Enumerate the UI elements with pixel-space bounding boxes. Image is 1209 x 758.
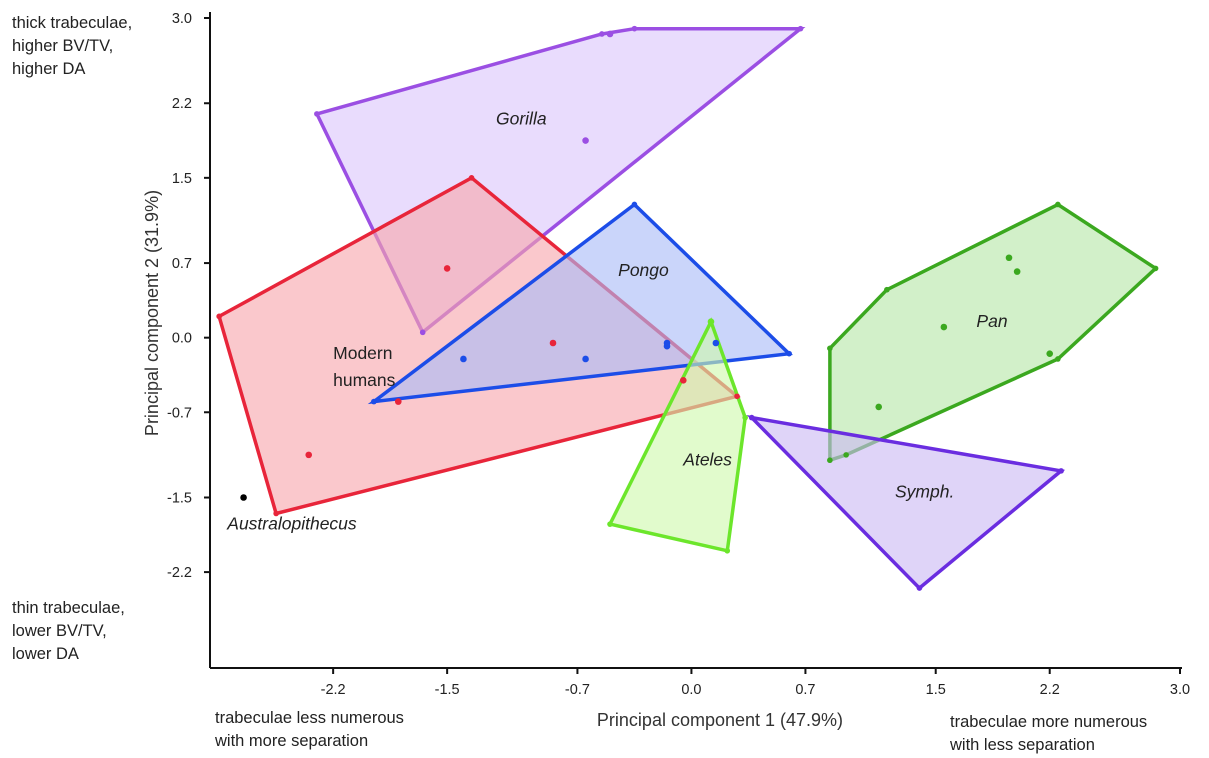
hull-vertex-ateles xyxy=(607,521,613,527)
point-pan xyxy=(875,403,883,411)
hull-vertex-ateles xyxy=(742,414,748,421)
hull-pan xyxy=(828,202,1159,463)
label-ateles: Ateles xyxy=(682,450,732,470)
plot-area: Gorilla Modern humans Pongo Pan Ateles Symph. A… xyxy=(216,25,1159,591)
label-modern-humans: Modern humans xyxy=(333,343,396,390)
point-modern-humans xyxy=(443,265,451,272)
label-symph: Symph. xyxy=(895,482,954,502)
point-pan xyxy=(940,323,948,331)
point-gorilla xyxy=(606,30,614,38)
y-tick-label: -2.2 xyxy=(167,565,192,581)
point-modern-humans xyxy=(394,398,402,405)
hull-vertex-pongo xyxy=(786,350,792,357)
hull-vertex-modern-humans xyxy=(273,510,279,517)
point-pongo xyxy=(460,355,467,363)
x-axis-right-annotation: trabeculae more numerous with less separ… xyxy=(950,713,1148,754)
point-pan xyxy=(1046,350,1054,357)
x-tick-label: 0.7 xyxy=(795,682,815,698)
x-tick-label: -1.5 xyxy=(435,682,460,698)
hull-pongo xyxy=(367,202,793,405)
hull-vertex-pan xyxy=(884,286,890,293)
hull-vertex-gorilla xyxy=(314,111,320,117)
y-tick-label: -1.5 xyxy=(167,491,192,507)
y-axis-title: Principal component 2 (31.9%) xyxy=(142,190,162,436)
point-pongo xyxy=(712,339,720,347)
point-australopithecus xyxy=(240,494,247,501)
x-axis-title: Principal component 1 (47.9%) xyxy=(597,710,843,730)
top-left-annotation: thick trabeculae, higher BV/TV, higher D… xyxy=(12,14,133,78)
y-tick-label: 0.0 xyxy=(172,331,192,347)
x-tick-label: 3.0 xyxy=(1170,682,1190,698)
hull-vertex-symph xyxy=(916,585,923,591)
y-tick-label: 1.5 xyxy=(172,171,192,187)
hull-symph xyxy=(746,414,1066,591)
hull-vertex-ateles xyxy=(724,547,731,554)
hull-vertex-pan xyxy=(843,452,849,458)
point-ateles xyxy=(707,318,715,325)
label-pan: Pan xyxy=(976,311,1007,331)
hull-vertex-pongo xyxy=(371,398,377,405)
label-pongo: Pongo xyxy=(618,260,669,280)
x-tick-label: 2.2 xyxy=(1040,682,1060,698)
label-australopithecus: Australopithecus xyxy=(226,513,357,533)
x-axis-left-annotation: trabeculae less numerous with more separ… xyxy=(215,709,404,750)
bottom-left-annotation: thin trabeculae, lower BV/TV, lower DA xyxy=(12,599,125,663)
hull-vertex-modern-humans xyxy=(734,393,740,400)
hull-vertex-modern-humans xyxy=(216,313,222,320)
hull-vertex-pongo xyxy=(631,201,638,208)
hull-vertex-pan xyxy=(1055,201,1061,208)
point-gorilla xyxy=(582,137,589,144)
label-gorilla: Gorilla xyxy=(496,109,547,129)
hull-vertex-gorilla xyxy=(599,31,605,37)
y-tick-label: 0.7 xyxy=(172,256,192,272)
y-tick-label: -0.7 xyxy=(167,405,192,421)
point-pan xyxy=(1013,268,1021,275)
hull-vertex-pan xyxy=(1055,356,1061,362)
y-tick-label: 3.0 xyxy=(172,11,192,27)
x-tick-label: -2.2 xyxy=(321,682,346,698)
hull-vertex-pan xyxy=(1152,265,1159,272)
hull-vertex-gorilla xyxy=(797,25,804,32)
hull-vertex-gorilla xyxy=(419,329,426,336)
point-modern-humans xyxy=(305,451,313,459)
point-modern-humans xyxy=(679,376,687,384)
ticks: 3.0 2.2 1.5 0.7 0.0 -0.7 -1.5 -2.2 -2.2 -1.5 -0.7 0… xyxy=(167,11,1190,698)
point-pongo xyxy=(582,355,589,363)
hull-vertex-pan xyxy=(827,345,833,352)
x-tick-label: -0.7 xyxy=(565,682,590,698)
hull-vertex-pan xyxy=(827,457,833,464)
point-pan xyxy=(1005,254,1013,262)
x-tick-label: 1.5 xyxy=(926,682,946,698)
hull-vertex-symph xyxy=(1058,468,1064,474)
point-modern-humans xyxy=(549,339,557,347)
y-tick-label: 2.2 xyxy=(172,96,192,112)
point-pongo xyxy=(663,342,671,350)
hull-vertex-gorilla xyxy=(631,25,638,32)
x-tick-label: 0.0 xyxy=(681,682,701,698)
hull-vertex-symph xyxy=(748,414,755,421)
hull-vertex-modern-humans xyxy=(468,175,475,181)
